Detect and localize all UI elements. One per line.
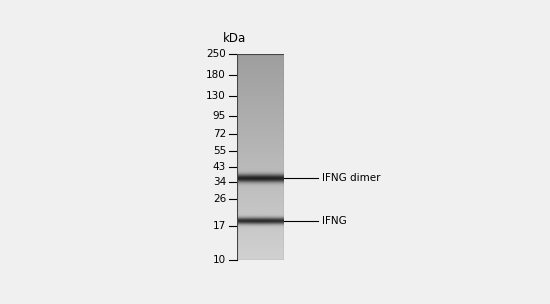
Text: 130: 130 xyxy=(206,91,226,101)
Text: 17: 17 xyxy=(213,221,226,231)
Text: IFNG: IFNG xyxy=(322,216,347,226)
Text: IFNG dimer: IFNG dimer xyxy=(322,173,381,183)
Text: kDa: kDa xyxy=(223,32,246,45)
Text: 72: 72 xyxy=(213,129,226,139)
Text: 10: 10 xyxy=(213,255,226,265)
Text: 250: 250 xyxy=(206,49,226,59)
Text: 26: 26 xyxy=(213,194,226,204)
Text: 55: 55 xyxy=(213,146,226,156)
Text: 34: 34 xyxy=(213,177,226,187)
Text: 43: 43 xyxy=(213,162,226,172)
Text: 95: 95 xyxy=(213,111,226,121)
Text: 180: 180 xyxy=(206,70,226,80)
